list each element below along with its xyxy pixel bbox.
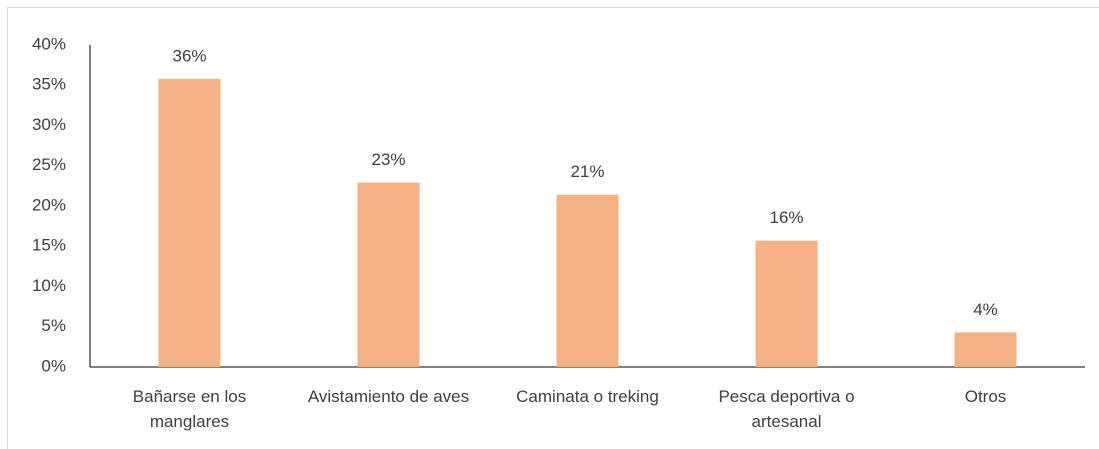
y-tick-label: 10% — [32, 276, 66, 295]
x-tick-label: Caminata o treking — [516, 387, 659, 406]
y-tick-label: 0% — [41, 356, 66, 375]
bar — [556, 194, 619, 367]
bar — [954, 332, 1017, 367]
data-label: 23% — [371, 150, 405, 169]
data-label: 16% — [769, 208, 803, 227]
x-tick-label: Bañarse en los manglares — [132, 387, 247, 431]
bar — [755, 240, 818, 367]
y-tick-label: 40% — [32, 34, 66, 53]
y-tick-label: 15% — [32, 236, 66, 255]
data-label: 36% — [172, 46, 206, 65]
x-tick-label: Pesca deportiva o artesanal — [718, 387, 855, 431]
x-tick-label: Avistamiento de aves — [307, 387, 470, 406]
y-tick-label: 5% — [41, 316, 66, 335]
x-tick-label: Otros — [964, 387, 1007, 406]
bar — [357, 182, 420, 367]
data-label: 21% — [570, 162, 604, 181]
y-tick-label: 30% — [32, 115, 66, 134]
data-label: 4% — [973, 300, 998, 319]
y-tick-label: 35% — [32, 75, 66, 94]
bar — [158, 78, 221, 367]
y-tick-label: 20% — [32, 195, 66, 214]
y-tick-label: 25% — [32, 155, 66, 174]
chart-border — [7, 7, 1099, 449]
